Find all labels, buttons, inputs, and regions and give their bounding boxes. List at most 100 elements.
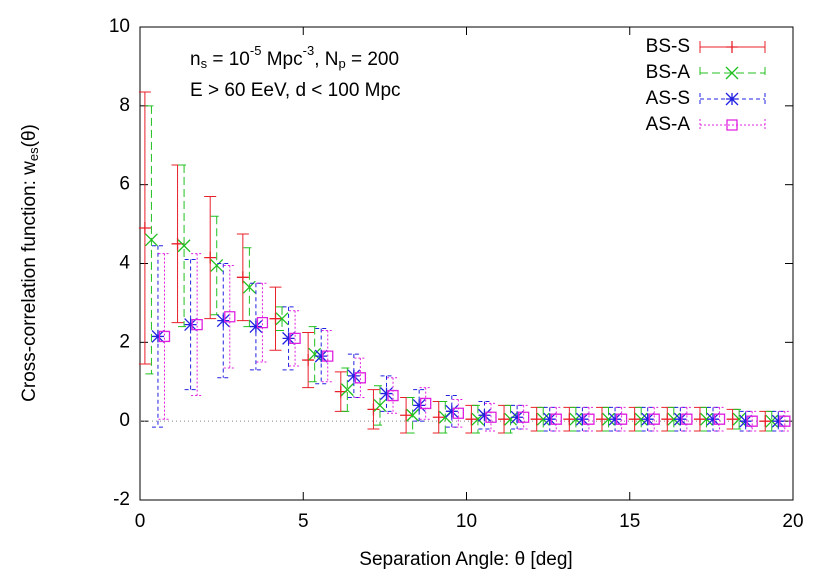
error-bar <box>452 398 465 428</box>
error-bar <box>700 406 713 432</box>
y-tick-label: 8 <box>119 95 130 116</box>
error-bar <box>576 406 589 432</box>
error-bar <box>478 400 491 430</box>
marker <box>693 413 706 426</box>
x-tick-label: 5 <box>298 511 309 532</box>
legend-label: BS-A <box>646 62 691 83</box>
marker <box>282 331 296 345</box>
error-bar <box>602 406 615 432</box>
ann-sub: s <box>201 56 208 71</box>
y-tick-label: 10 <box>109 16 130 37</box>
marker <box>210 259 224 272</box>
legend-label: BS-S <box>646 36 690 57</box>
marker <box>412 398 426 412</box>
marker <box>575 412 589 426</box>
marker <box>530 413 543 426</box>
legend-sample <box>699 67 766 79</box>
annotation: E > 60 EeV, d < 100 Mpc <box>190 80 401 101</box>
marker <box>648 413 660 425</box>
marker <box>314 349 328 363</box>
marker <box>759 415 772 428</box>
marker <box>406 408 420 422</box>
x-tick-label: 20 <box>782 511 803 532</box>
marker <box>634 412 648 426</box>
error-bar <box>341 367 354 412</box>
ann: = 200 <box>346 49 399 70</box>
marker <box>432 411 445 424</box>
marker <box>765 414 779 428</box>
marker <box>746 415 758 427</box>
marker <box>204 251 217 264</box>
error-bar <box>707 406 720 432</box>
ann: = 10 <box>207 49 250 70</box>
error-bar <box>223 264 236 369</box>
marker <box>302 354 315 367</box>
error-bar <box>609 406 622 432</box>
x-axis-label: Separation Angle: θ [deg] <box>359 549 572 570</box>
marker <box>387 389 399 402</box>
marker <box>706 412 720 426</box>
marker <box>177 239 191 253</box>
marker <box>367 403 380 416</box>
marker <box>477 408 491 422</box>
ann-sup: -5 <box>250 43 262 58</box>
marker <box>269 312 282 325</box>
error-bar <box>778 410 791 432</box>
error-bar <box>484 402 497 432</box>
error-bar <box>680 406 693 432</box>
y-label-part: (θ) <box>19 124 40 147</box>
marker <box>452 407 464 419</box>
error-bar <box>543 406 556 432</box>
marker <box>595 413 608 426</box>
marker <box>158 330 171 343</box>
annotation: ns = 10-5 Mpc-3, Np = 200 <box>190 43 399 71</box>
marker <box>726 119 738 131</box>
y-tick-label: 4 <box>119 253 130 274</box>
marker <box>420 397 432 410</box>
marker <box>380 387 393 401</box>
marker <box>725 66 739 80</box>
marker <box>224 311 236 323</box>
marker <box>510 410 524 424</box>
y-tick-label: 2 <box>119 331 130 352</box>
marker <box>661 413 674 426</box>
error-bar <box>517 404 530 430</box>
marker <box>700 412 713 426</box>
legend-sample <box>699 119 766 131</box>
error-bar <box>321 330 334 383</box>
error-bar <box>746 410 759 432</box>
marker <box>713 413 726 425</box>
ann-sup: -3 <box>303 43 315 58</box>
marker <box>485 411 497 423</box>
marker <box>275 312 289 326</box>
error-bar <box>615 406 628 432</box>
marker <box>739 414 753 428</box>
error-bar <box>765 410 778 432</box>
error-bar <box>648 406 661 432</box>
marker <box>184 318 198 332</box>
marker <box>725 92 739 106</box>
marker <box>550 413 562 425</box>
marker <box>726 41 738 53</box>
y-label-part: Cross-correlation function: w <box>19 161 40 402</box>
error-bar <box>151 245 164 428</box>
error-bar <box>733 408 746 430</box>
error-bar <box>641 406 654 432</box>
marker <box>543 412 557 426</box>
marker <box>608 412 622 426</box>
x-tick-label: 10 <box>456 511 477 532</box>
legend-label: AS-S <box>646 88 690 109</box>
error-bar <box>511 404 524 430</box>
error-bar <box>635 406 648 432</box>
marker <box>354 372 367 384</box>
marker <box>191 318 203 331</box>
marker <box>498 413 511 426</box>
marker <box>641 412 655 426</box>
marker <box>151 329 165 343</box>
error-bar <box>256 282 269 363</box>
ann-sub: p <box>338 56 345 71</box>
error-bar <box>276 306 289 332</box>
error-bar <box>178 164 191 328</box>
marker <box>340 383 354 397</box>
